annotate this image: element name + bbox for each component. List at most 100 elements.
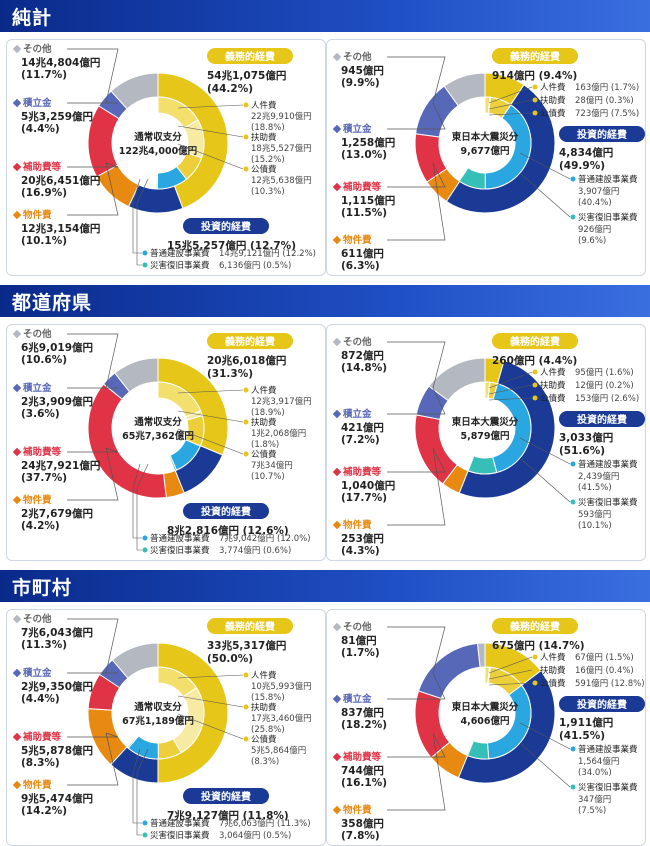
category-percent: (8.3%) bbox=[21, 757, 60, 769]
legend-diamond-icon bbox=[332, 337, 342, 347]
category-percent: (18.2%) bbox=[341, 719, 387, 731]
legend-diamond-icon bbox=[12, 329, 22, 339]
category-name: 物件費 bbox=[23, 209, 52, 221]
legend-diamond-icon bbox=[12, 383, 22, 393]
bullet-icon bbox=[243, 387, 249, 393]
sub-percent: (10.1%) bbox=[578, 521, 612, 531]
category-percent: (10.6%) bbox=[21, 354, 67, 366]
investment-amount: 8兆2,816億円 (12.6%) bbox=[167, 524, 289, 537]
leader-line bbox=[67, 48, 119, 104]
bullet-icon bbox=[243, 451, 249, 457]
bullet-icon bbox=[243, 134, 249, 140]
bullet-icon bbox=[142, 547, 148, 553]
leader-line bbox=[177, 695, 244, 708]
category-amount: 2兆3,909億円 bbox=[21, 395, 93, 408]
category-amount: 2兆7,679億円 bbox=[21, 507, 93, 520]
mandatory-header: 義務的経費 bbox=[225, 620, 275, 633]
leader-line bbox=[488, 86, 533, 104]
sub-percent: (18.9%) bbox=[251, 408, 285, 418]
sub-value: 591億円 (12.8%) bbox=[575, 678, 645, 689]
bullet-icon bbox=[570, 746, 576, 752]
sub-name: 扶助費 bbox=[251, 417, 277, 428]
leader-line bbox=[177, 125, 244, 138]
category-amount: 12兆3,154億円 bbox=[21, 222, 100, 235]
sub-name: 普通建設事業費 bbox=[578, 174, 638, 185]
sub-name: 災害復旧事業費 bbox=[150, 830, 210, 841]
donut-chart-svg: 通常収支分122兆4,000億円その他14兆4,804億円(11.7%)積立金5… bbox=[12, 43, 316, 271]
investment-header: 投資的経費 bbox=[201, 790, 251, 803]
mandatory-amount: 54兆1,075億円 bbox=[207, 69, 286, 82]
donut-chart-svg: 東日本大震災分4,606億円その他81億円(1.7%)積立金837億円(18.2… bbox=[332, 618, 645, 842]
bullet-icon bbox=[532, 97, 538, 103]
inner-slice-disaster bbox=[126, 734, 140, 749]
category-percent: (10.1%) bbox=[21, 235, 67, 247]
sub-amount: 347億円 bbox=[578, 794, 611, 805]
legend-diamond-icon bbox=[12, 162, 22, 172]
category-amount: 7兆6,043億円 bbox=[21, 626, 93, 639]
category-percent: (3.6%) bbox=[21, 408, 60, 420]
legend-diamond-icon bbox=[332, 124, 342, 134]
category-name: 積立金 bbox=[22, 382, 52, 394]
leader-line bbox=[67, 732, 119, 738]
leader-line bbox=[519, 152, 571, 180]
leader-line bbox=[132, 463, 142, 539]
bullet-icon bbox=[243, 736, 249, 742]
category-name: 補助費等 bbox=[22, 731, 62, 743]
category-amount: 20兆6,451億円 bbox=[21, 174, 100, 187]
leader-line bbox=[177, 428, 244, 455]
sub-name: 扶助費 bbox=[251, 132, 277, 143]
category-name: その他 bbox=[23, 613, 52, 625]
category-amount: 744億円 bbox=[341, 764, 384, 777]
leader-line bbox=[488, 112, 533, 116]
legend-diamond-icon bbox=[332, 235, 342, 245]
sub-value: 163億円 (1.7%) bbox=[575, 82, 639, 93]
bullet-icon bbox=[243, 672, 249, 678]
category-name: 物件費 bbox=[23, 494, 52, 506]
legend-diamond-icon bbox=[12, 668, 22, 678]
leader-line bbox=[387, 732, 446, 811]
donut-center bbox=[456, 399, 514, 457]
center-label: 東日本大震災分 bbox=[451, 416, 519, 428]
category-name: 補助費等 bbox=[22, 161, 62, 173]
category-amount: 358億円 bbox=[341, 817, 384, 830]
leader-line bbox=[177, 143, 244, 170]
sub-value: 16億円 (0.4%) bbox=[575, 665, 634, 676]
category-amount: 2兆9,350億円 bbox=[21, 680, 93, 693]
sub-percent: (9.6%) bbox=[578, 236, 606, 246]
label-debt: 公債費 153億円 (2.6%) bbox=[488, 393, 639, 404]
sub-amount: 926億円 bbox=[578, 224, 611, 235]
leader-line bbox=[387, 162, 446, 241]
sub-name: 普通建設事業費 bbox=[150, 248, 210, 259]
category-percent: (14.2%) bbox=[21, 805, 67, 817]
leader-line bbox=[488, 682, 533, 686]
sub-name: 人件費 bbox=[251, 385, 277, 396]
sub-name: 公債費 bbox=[251, 734, 277, 745]
category-percent: (16.9%) bbox=[21, 187, 67, 199]
sub-amount: 22兆9,910億円 bbox=[251, 111, 312, 122]
sub-percent: (8.3%) bbox=[251, 757, 279, 767]
bullet-icon bbox=[142, 250, 148, 256]
sub-amount: 12兆5,638億円 bbox=[251, 175, 312, 186]
leader-line bbox=[136, 463, 149, 551]
category-amount: 1,258億円 bbox=[341, 136, 395, 149]
center-label: 通常収支分 bbox=[134, 131, 182, 143]
donut-center bbox=[129, 684, 187, 742]
chart-panel-prefecture-earthquake: 東日本大震災分 5,879億円 その他 872億円 (14.8%) 積立金 421億円 (7.… bbox=[326, 324, 646, 561]
category-percent: (9.9%) bbox=[341, 77, 380, 89]
sub-percent: (15.8%) bbox=[251, 693, 285, 703]
mandatory-header: 義務的経費 bbox=[225, 335, 275, 348]
legend-diamond-icon bbox=[332, 409, 342, 419]
